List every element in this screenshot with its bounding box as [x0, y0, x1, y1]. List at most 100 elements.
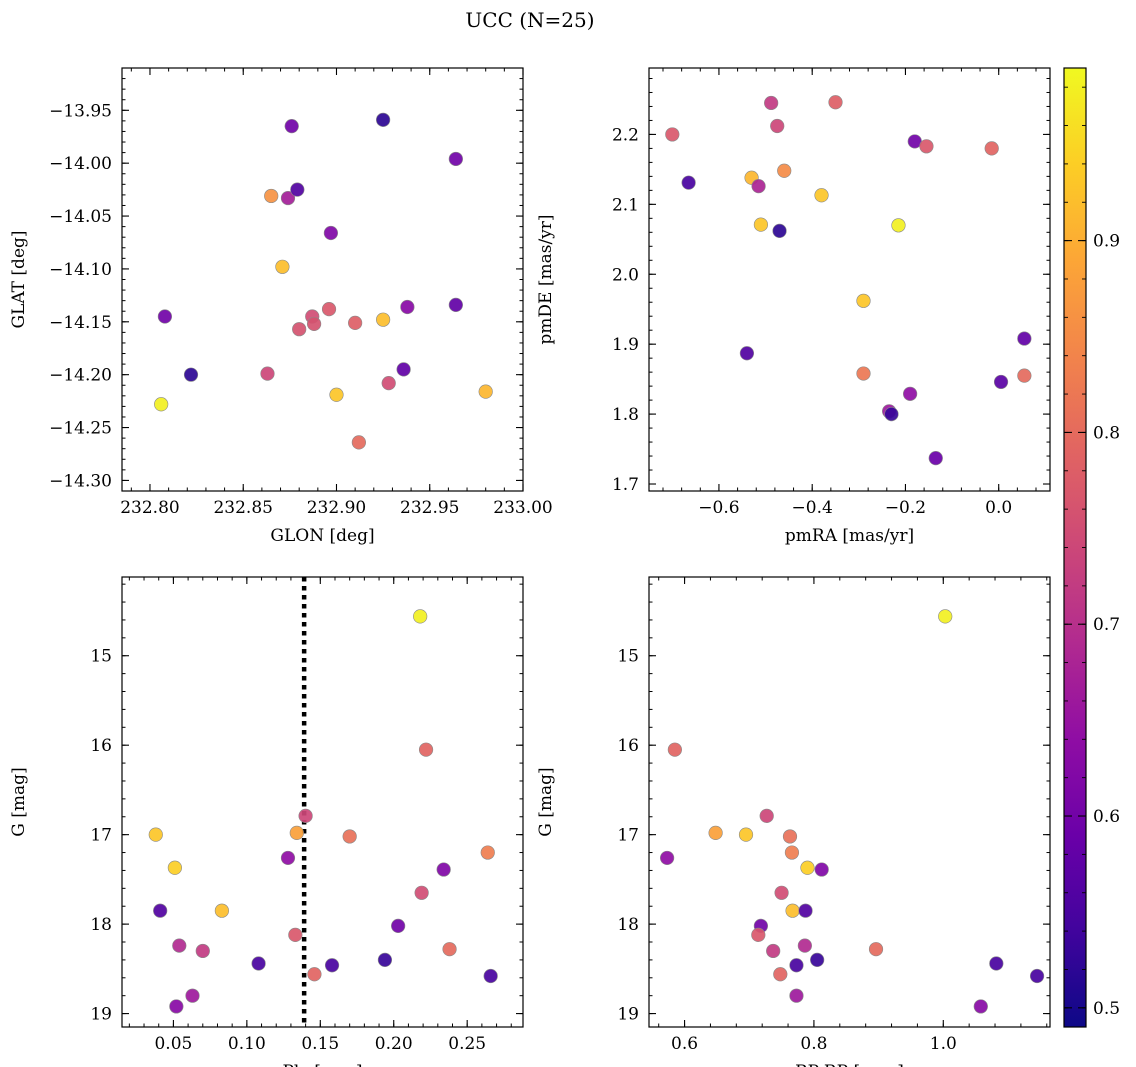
panels: 232.80 232.85 232.90 232.95 233.00 −13.95 −14.…	[9, 67, 1051, 1067]
data-point	[280, 190, 296, 206]
data-point	[993, 374, 1009, 390]
data-point	[1017, 331, 1032, 346]
data-point	[275, 259, 290, 274]
data-point	[989, 956, 1004, 971]
data-point	[751, 927, 766, 942]
data-point	[764, 95, 779, 111]
data-point	[214, 903, 229, 918]
data-point	[280, 850, 296, 866]
x-tick-label: 232.80	[120, 498, 179, 518]
data-point	[772, 223, 787, 239]
data-point	[414, 885, 429, 900]
data-point	[413, 609, 428, 624]
x-tick-label: −0.4	[792, 498, 833, 518]
data-point	[292, 322, 307, 337]
data-point	[938, 609, 953, 624]
data-point	[800, 860, 815, 875]
data-point	[324, 958, 340, 973]
data-point	[307, 316, 322, 332]
data-point	[157, 309, 172, 324]
colorbar-tick-label: 0.9	[1093, 232, 1120, 252]
x-tick-label: 232.95	[400, 498, 459, 518]
data-point	[251, 956, 266, 971]
panel-2: −0.6 −0.4 −0.2 0.0 1.7 1.8 1.9 2.0 2.1 2.2 pmRA [m…	[536, 67, 1051, 546]
data-point	[739, 346, 755, 361]
data-point	[777, 163, 792, 178]
y-tick-label: 2.2	[612, 125, 639, 145]
y-tick-label: −14.20	[49, 366, 112, 386]
data-point	[665, 127, 680, 142]
y-axis-label: pmDE [mas/yr]	[536, 214, 556, 344]
y-tick-label: −14.25	[49, 419, 112, 439]
panel-1: 232.80 232.85 232.90 232.95 233.00 −13.95 −14.…	[9, 67, 553, 546]
data-point	[759, 808, 774, 823]
data-point	[289, 825, 304, 840]
figure-title: UCC (N=25)	[465, 8, 594, 32]
x-axis-label: GLON [deg]	[270, 526, 374, 546]
x-tick-label: 0.05	[154, 1034, 192, 1054]
y-tick-label: 15	[90, 647, 112, 667]
x-tick-label: 232.90	[307, 498, 366, 518]
data-point	[448, 297, 463, 312]
x-tick-label: 0.0	[985, 498, 1012, 518]
y-tick-label: −13.95	[49, 101, 112, 121]
x-tick-label: 0.20	[375, 1034, 413, 1054]
y-tick-label: 18	[90, 915, 112, 935]
y-tick-label: 17	[90, 826, 112, 846]
x-tick-label: 1.0	[930, 1034, 957, 1054]
data-point	[774, 885, 789, 900]
y-tick-label: 18	[617, 915, 639, 935]
y-tick-label: 16	[617, 736, 639, 756]
y-tick-label: −14.15	[49, 313, 112, 333]
data-point	[480, 845, 495, 860]
data-point	[185, 988, 200, 1003]
y-axis-label: G [mag]	[9, 767, 29, 836]
data-point	[260, 366, 275, 381]
data-point	[919, 139, 934, 154]
data-point	[400, 299, 415, 315]
data-point	[154, 397, 169, 412]
data-point	[856, 293, 871, 308]
data-point	[789, 988, 804, 1003]
data-point	[770, 118, 785, 134]
data-point	[891, 218, 906, 233]
data-point	[436, 862, 451, 877]
data-point	[298, 808, 313, 823]
data-point	[169, 999, 184, 1014]
data-point	[376, 112, 391, 127]
data-point	[784, 845, 800, 860]
data-point	[708, 825, 723, 840]
panel-4: 0.6 0.8 1.0 15 16 17 18 19 BP-RP [mag] G [mag]	[536, 576, 1051, 1067]
y-tick-label: 2.0	[612, 265, 639, 285]
data-point	[660, 850, 675, 866]
data-point	[418, 742, 434, 757]
data-point	[828, 95, 843, 110]
data-point	[288, 927, 303, 942]
colorbar-tick-label: 0.5	[1093, 999, 1120, 1019]
data-point	[903, 386, 918, 401]
data-point	[167, 860, 182, 875]
data-point	[264, 188, 279, 204]
axes-frame	[648, 576, 1051, 1028]
y-tick-label: 19	[90, 1005, 112, 1025]
x-tick-label: 0.6	[671, 1034, 698, 1054]
x-tick-label: 233.00	[493, 498, 552, 518]
y-tick-label: 19	[617, 1005, 639, 1025]
data-point	[351, 435, 366, 450]
y-tick-label: 2.1	[612, 195, 639, 215]
x-axis-label: Plx [mas]	[282, 1062, 362, 1067]
data-point	[785, 903, 800, 918]
y-tick-label: 15	[617, 647, 639, 667]
x-tick-label: 0.25	[448, 1034, 486, 1054]
data-point	[329, 387, 344, 402]
data-point	[391, 918, 406, 934]
y-tick-label: 1.9	[612, 335, 639, 355]
panel-3: 0.05 0.10 0.15 0.20 0.25 15 16 17 18 19 Plx [mas] G…	[9, 576, 524, 1067]
data-point	[1017, 368, 1032, 383]
data-point	[396, 362, 411, 377]
data-point	[448, 151, 463, 167]
x-tick-label: 232.85	[213, 498, 272, 518]
x-axis-label: pmRA [mas/yr]	[785, 526, 914, 546]
data-point	[1029, 968, 1045, 984]
data-point	[868, 942, 884, 957]
